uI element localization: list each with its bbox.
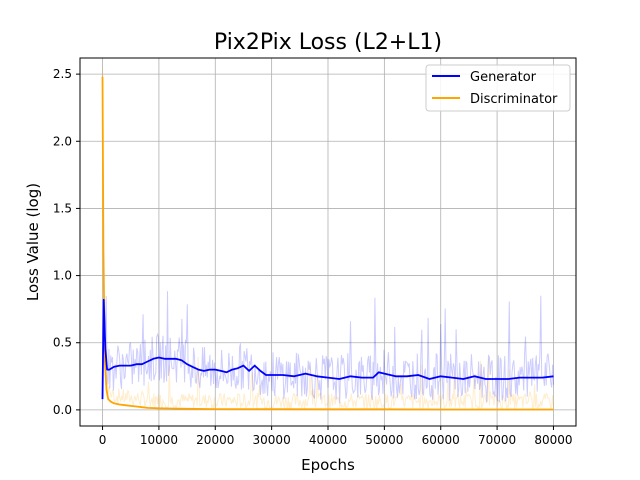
- x-tick-label: 60000: [422, 433, 460, 447]
- x-tick-label: 20000: [196, 433, 234, 447]
- x-tick-label: 30000: [253, 433, 291, 447]
- series-lines: [101, 76, 554, 411]
- x-tick-label: 50000: [365, 433, 403, 447]
- series-line-generator: [101, 298, 554, 400]
- raw-loss-bands: [102, 68, 554, 411]
- raw-band-discriminator: [102, 68, 554, 411]
- chart-title: Pix2Pix Loss (L2+L1): [214, 30, 442, 55]
- raw-band-generator: [102, 291, 554, 404]
- x-tick-label: 0: [99, 433, 107, 447]
- x-tick-label: 40000: [309, 433, 347, 447]
- y-tick-label: 1.5: [53, 201, 72, 215]
- x-axis-ticks: 0 10000 20000 30000 40000 50000 60000 70000 8000…: [99, 426, 573, 447]
- series-line-discriminator: [101, 76, 554, 411]
- y-axis-ticks: 0.0 0.5 1.0 1.5 2.0 2.5: [53, 67, 80, 417]
- x-tick-label: 10000: [140, 433, 178, 447]
- legend: Generator Discriminator: [425, 64, 571, 112]
- legend-box: [425, 64, 571, 112]
- x-tick-label: 70000: [478, 433, 516, 447]
- x-axis-label: Epochs: [301, 456, 355, 474]
- legend-label-discriminator: Discriminator: [470, 92, 558, 107]
- y-tick-label: 2.0: [53, 134, 72, 148]
- y-tick-label: 0.0: [53, 403, 72, 417]
- y-axis-label: Loss Value (log): [24, 183, 42, 301]
- x-tick-label: 80000: [534, 433, 572, 447]
- legend-label-generator: Generator: [470, 70, 537, 85]
- y-tick-label: 2.5: [53, 67, 72, 81]
- y-tick-label: 0.5: [53, 336, 72, 350]
- y-tick-label: 1.0: [53, 269, 72, 283]
